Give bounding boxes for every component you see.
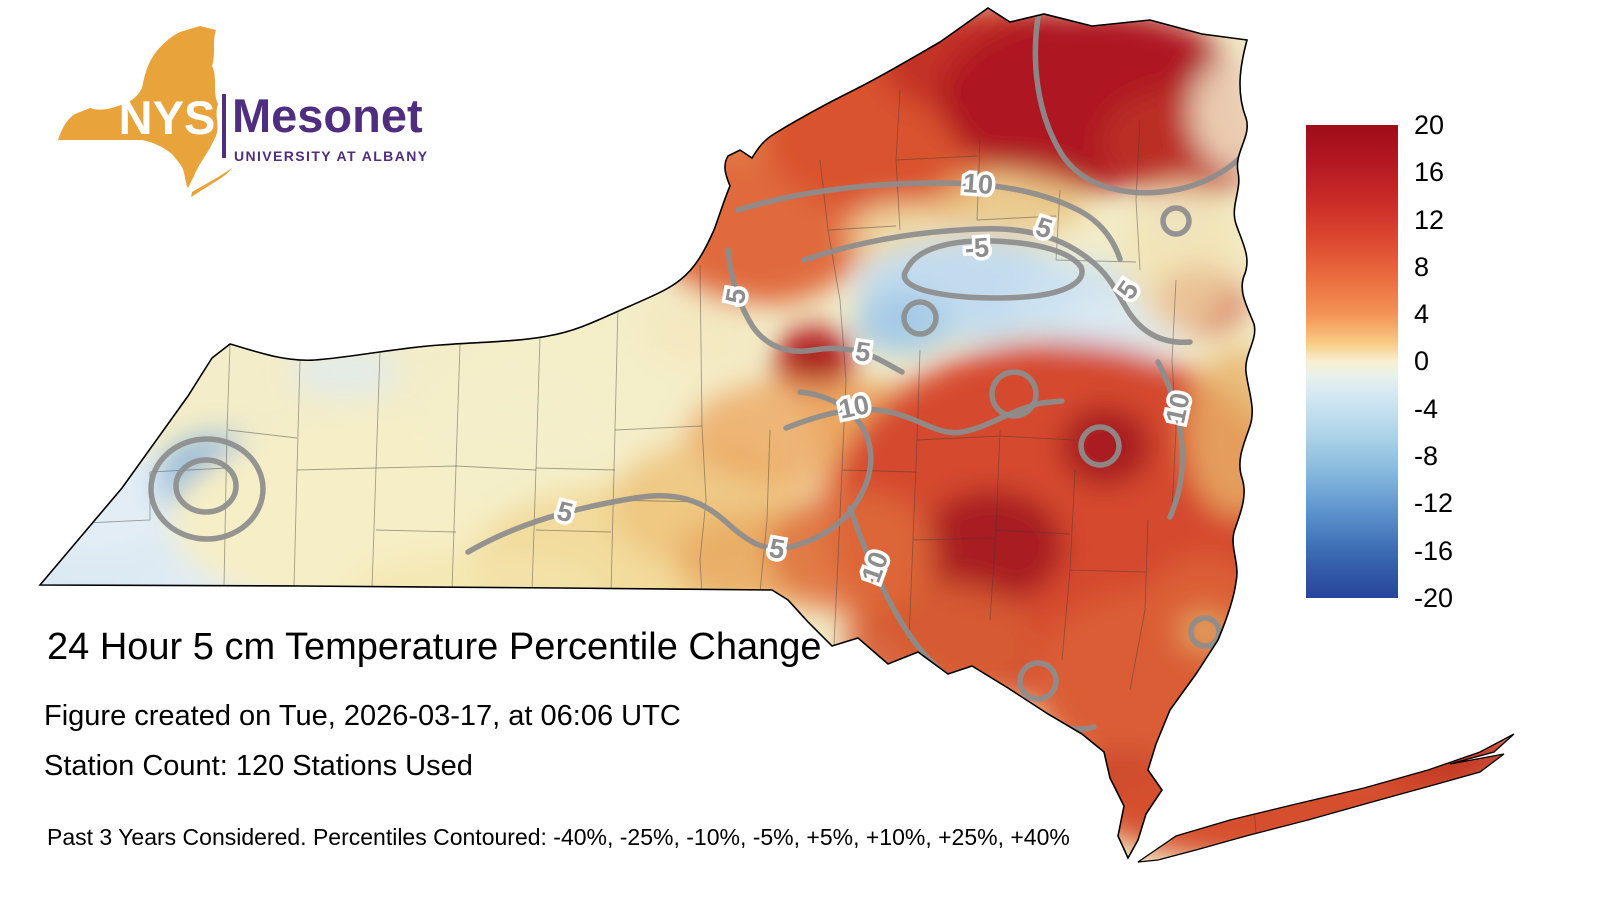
contour-label: 10 [1160, 390, 1196, 426]
contour-label: 10 [836, 389, 872, 425]
contour-label: -5 [964, 232, 990, 264]
logo-subtitle: UNIVERSITY AT ALBANY [234, 148, 429, 164]
colorbar-tick-label: -20 [1414, 582, 1454, 613]
colorbar-tick-label: 0 [1414, 346, 1430, 377]
ny-state-logo-icon: NYS [58, 26, 232, 197]
colorbar-tick-label: 20 [1414, 110, 1445, 140]
colorbar-tick-label: 16 [1414, 157, 1445, 188]
colorbar-tick-label: -8 [1414, 441, 1439, 472]
colorbar-tick-label: 4 [1414, 299, 1430, 330]
figure-created-timestamp: Figure created on Tue, 2026-03-17, at 06… [44, 700, 681, 732]
percentile-footnote: Past 3 Years Considered. Percentiles Con… [47, 824, 1070, 850]
county-boundaries [44, 89, 1257, 835]
state-outline [38, 7, 1515, 863]
colorbar-tick-label: -16 [1414, 535, 1454, 566]
figure-title: 24 Hour 5 cm Temperature Percentile Chan… [47, 626, 822, 668]
colorbar-gradient [1306, 125, 1398, 598]
colorbar-tick-label: -4 [1414, 393, 1439, 424]
logo-divider [222, 94, 226, 158]
colorbar-tick-label: 12 [1414, 204, 1445, 235]
colorbar-tick-label: 8 [1414, 251, 1430, 282]
colorbar-ticks: 20 16 12 8 4 0 -4 -8 -12 -16 -20 [1414, 109, 1453, 614]
station-count: Station Count: 120 Stations Used [44, 750, 473, 782]
colorbar-tick-label: -12 [1414, 488, 1454, 519]
logo-name: Mesonet [232, 89, 423, 142]
logo-acronym: NYS [119, 91, 216, 144]
nys-mesonet-logo: NYS Mesonet UNIVERSITY AT ALBANY [50, 18, 450, 203]
contour-label: 10 [962, 168, 994, 200]
